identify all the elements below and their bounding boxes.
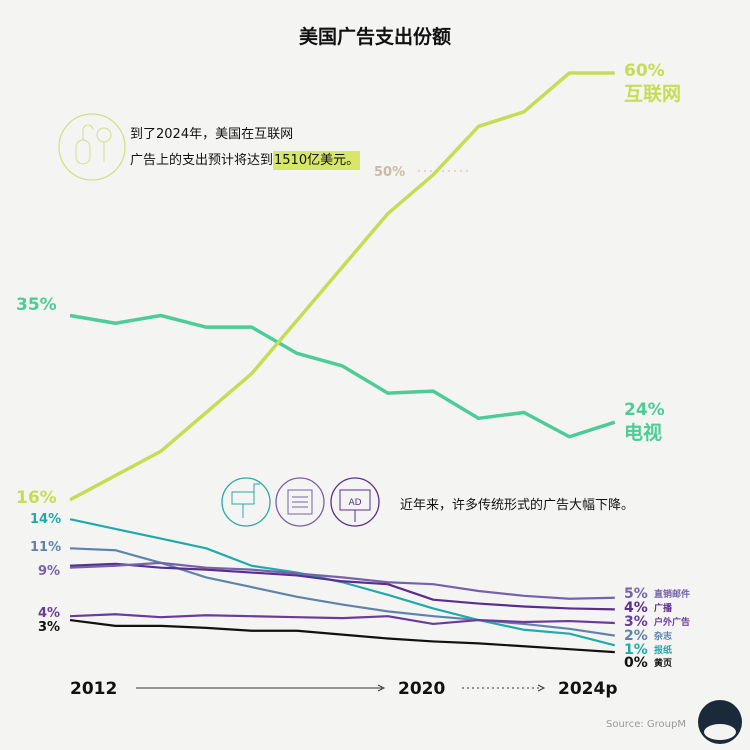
end-label-3: 4% — [624, 600, 648, 616]
end-label-0: 60% — [624, 61, 665, 81]
brand-logo — [698, 700, 742, 744]
start-label-0: 16% — [16, 488, 57, 508]
billboard-text: AD — [348, 498, 361, 508]
series-line-3 — [69, 562, 615, 611]
chart-title: 美国广告支出份额 — [298, 26, 451, 48]
arrow-head-icon — [377, 684, 386, 692]
mailbox-icon — [221, 477, 271, 527]
end-label-6: 1% — [624, 642, 648, 658]
series-line-0 — [69, 71, 615, 502]
series-name-7: 黄页 — [654, 657, 672, 669]
series-line-2 — [69, 561, 615, 600]
end-label-7: 0% — [624, 655, 648, 671]
start-label-1: 35% — [16, 295, 57, 315]
start-label-6: 14% — [30, 512, 61, 527]
start-label-2: 9% — [38, 564, 60, 579]
end-label-5: 2% — [624, 628, 648, 644]
annotation-line-2: 广告上的支出预计将达到 — [130, 153, 274, 168]
source-text: Source: GroupM — [606, 719, 686, 730]
series-name-5: 杂志 — [654, 630, 672, 642]
series-line-1 — [69, 313, 616, 439]
series-name-1: 电视 — [624, 421, 662, 444]
series-name-4: 户外广告 — [654, 616, 690, 628]
series-line-7 — [69, 618, 615, 654]
x-tick-label: 2020 — [398, 679, 445, 699]
internet-annotation: 到了2024年，美国在互联网 广告上的支出预计将达到1510亿美元。 — [130, 122, 361, 174]
annotation-line-1: 到了2024年，美国在互联网 — [130, 127, 294, 142]
series-name-6: 报纸 — [654, 644, 672, 656]
newspaper-icon — [275, 477, 325, 527]
series-name-2: 直销邮件 — [654, 588, 690, 600]
traditional-annotation: 近年来，许多传统形式的广告大幅下降。 — [400, 498, 635, 513]
start-label-5: 11% — [30, 540, 61, 555]
end-label-1: 24% — [624, 400, 665, 420]
annotation-highlight: 1510亿美元。 — [273, 151, 361, 170]
x-tick-label: 2024p — [558, 679, 617, 699]
billboard-ad-icon: AD — [330, 477, 380, 527]
start-label-4: 4% — [38, 606, 60, 621]
series-name-3: 广播 — [654, 602, 673, 614]
arrow-head-icon — [537, 684, 546, 692]
mouse-dollar-icon — [58, 113, 126, 181]
x-tick-label: 2012 — [70, 679, 117, 699]
reference-label: 50% — [374, 165, 405, 180]
start-label-7: 3% — [38, 620, 60, 635]
series-name-0: 互联网 — [624, 83, 681, 105]
end-label-4: 3% — [624, 614, 648, 630]
end-label-2: 5% — [624, 586, 648, 602]
series-line-4 — [69, 613, 615, 626]
